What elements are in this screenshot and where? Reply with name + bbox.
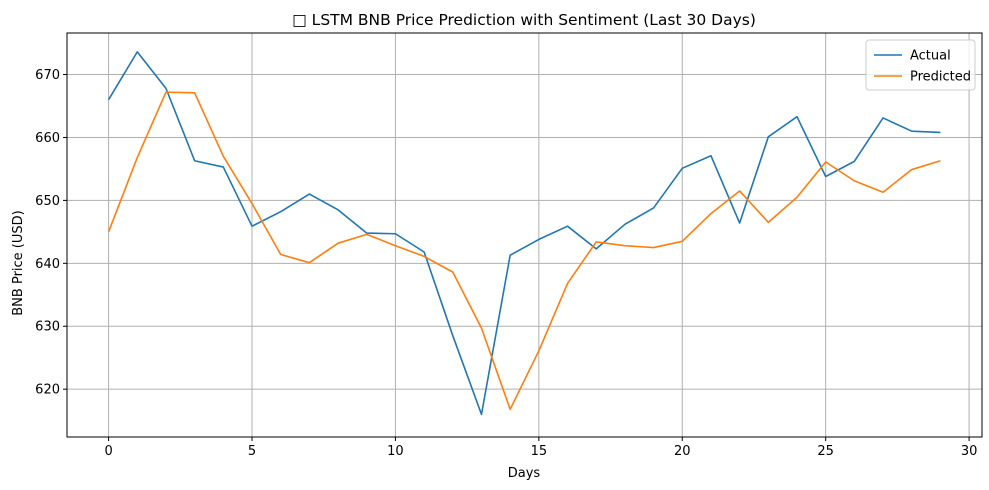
- plot-frame: [66, 32, 983, 438]
- x-axis-ticks: 0 5 10 15 20 25 30: [104, 437, 977, 459]
- x-tick-label: 5: [248, 444, 256, 459]
- x-tick-label: 30: [961, 444, 978, 459]
- legend-box: [865, 39, 976, 91]
- y-tick-label: 630: [35, 320, 60, 335]
- series-line-actual: [107, 51, 941, 416]
- x-tick-label: 0: [104, 444, 112, 459]
- y-tick-label: 670: [35, 68, 60, 83]
- series-lines: [107, 51, 941, 416]
- chart-title: □ LSTM BNB Price Prediction with Sentime…: [292, 11, 756, 29]
- x-tick-label: 10: [387, 444, 404, 459]
- y-tick-label: 640: [35, 257, 60, 272]
- y-tick-label: 650: [35, 194, 60, 209]
- legend: Actual Predicted: [865, 39, 976, 91]
- grid-lines: [67, 33, 982, 437]
- x-axis-label: Days: [508, 466, 541, 481]
- y-axis-ticks: 620 630 640 650 660 670: [35, 68, 67, 398]
- y-tick-label: 660: [35, 131, 60, 146]
- y-tick-label: 620: [35, 383, 60, 398]
- y-axis-label: BNB Price (USD): [11, 210, 26, 315]
- series-line-predicted: [107, 91, 941, 411]
- legend-label: Predicted: [910, 70, 971, 85]
- x-tick-label: 20: [674, 444, 691, 459]
- x-tick-label: 25: [817, 444, 834, 459]
- legend-label: Actual: [910, 49, 951, 64]
- x-tick-label: 15: [531, 444, 548, 459]
